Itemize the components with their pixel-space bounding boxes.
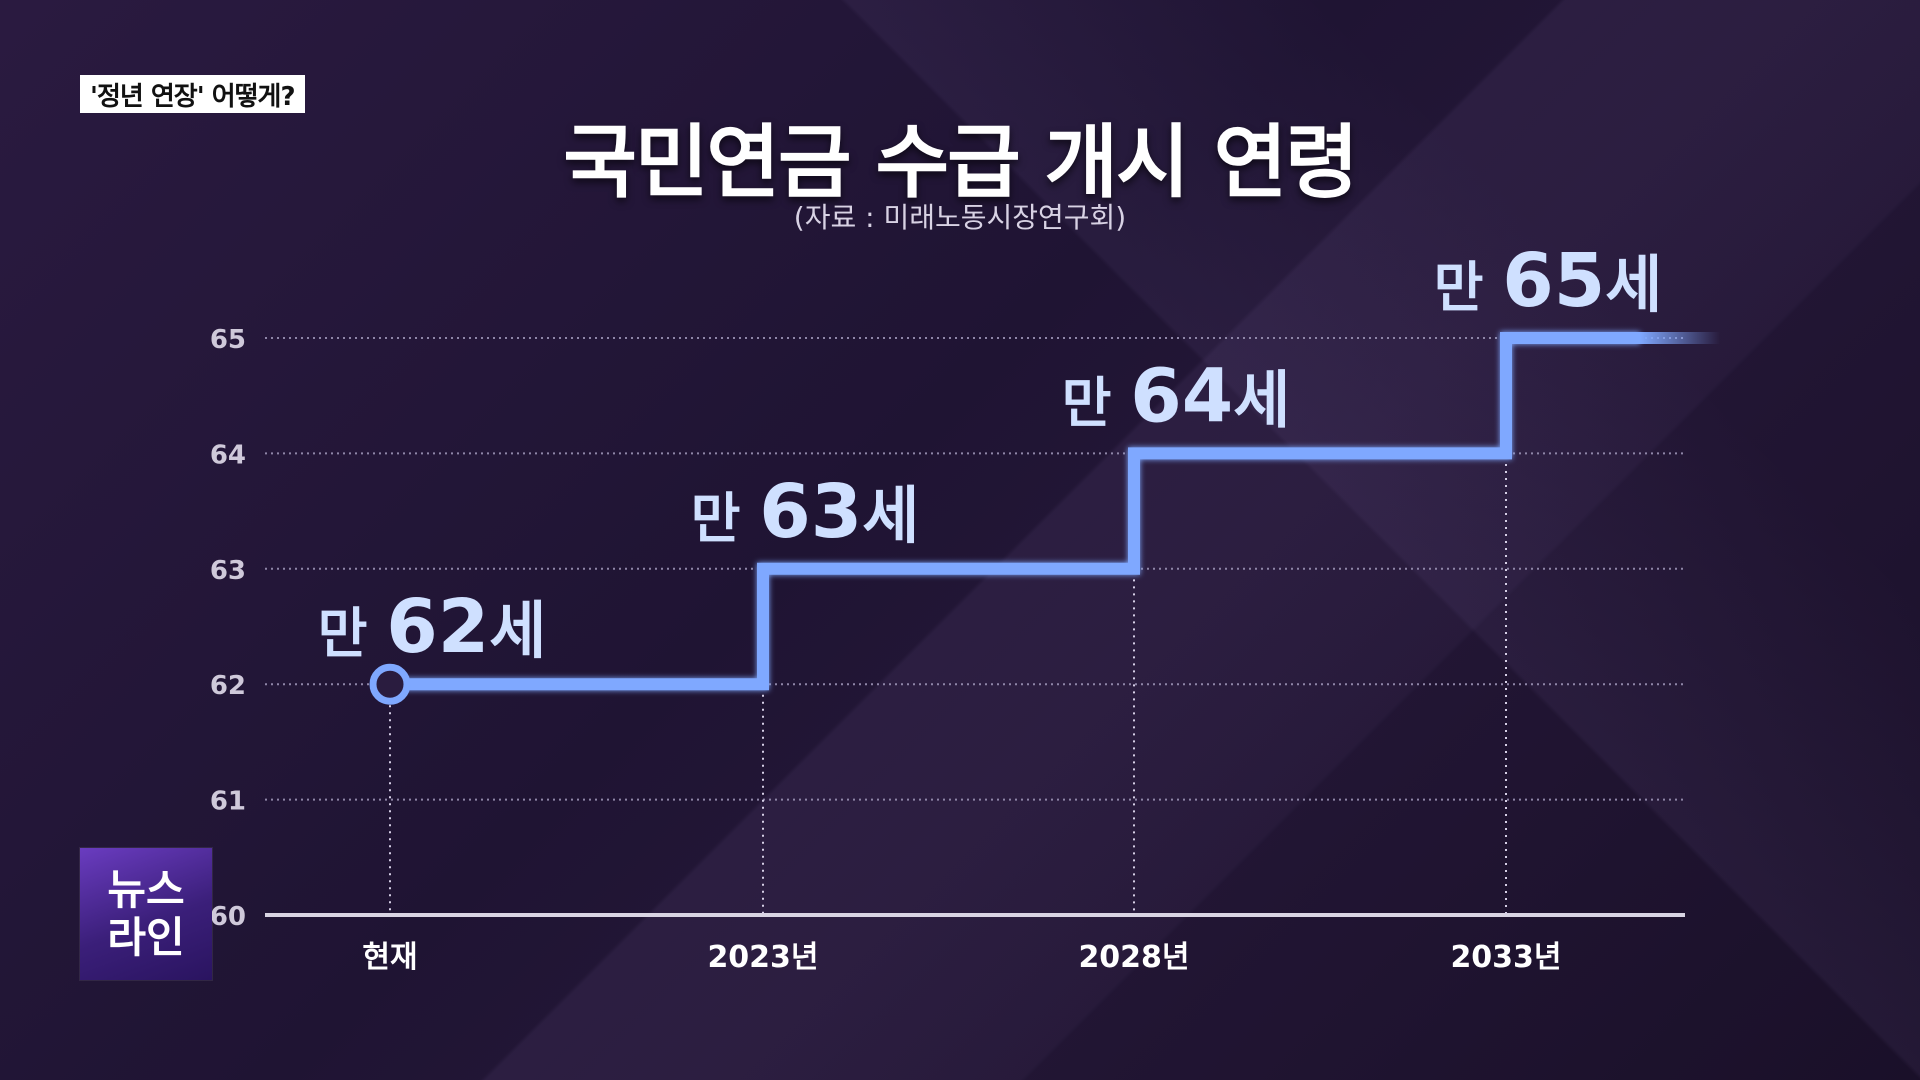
logo-line-1: 뉴스 <box>107 865 185 914</box>
y-tick-label: 62 <box>210 671 246 701</box>
x-tick-label: 2033년 <box>1450 940 1561 975</box>
chart-source: (자료 : 미래노동시장연구회) <box>793 201 1127 234</box>
point-labels: 만 62세 만 63세 만 64세 만 65세 <box>318 238 1663 670</box>
point-label: 만 64세 <box>1062 353 1291 439</box>
point-label: 만 65세 <box>1434 238 1663 324</box>
logo-line-2: 라인 <box>107 913 185 962</box>
y-tick-label: 64 <box>210 440 246 470</box>
category-drop-lines <box>389 338 1507 915</box>
news-line-logo: 뉴스 라인 <box>80 848 212 980</box>
segment-tag: '정년 연장' 어떻게? <box>80 75 305 113</box>
y-tick-label: 61 <box>210 787 246 817</box>
y-tick-label: 65 <box>210 325 246 355</box>
y-tick-label: 60 <box>210 902 246 932</box>
x-tick-label: 2023년 <box>707 940 818 975</box>
point-label: 만 62세 <box>318 584 547 670</box>
point-label: 만 63세 <box>691 469 920 555</box>
x-axis-labels: 현재 2023년 2028년 2033년 <box>362 940 1561 975</box>
step-series <box>369 332 1720 705</box>
y-tick-label: 63 <box>210 556 246 586</box>
y-axis-ticks: 60 61 62 63 64 65 <box>210 325 246 932</box>
x-tick-label: 현재 <box>362 940 417 975</box>
start-point-marker <box>369 663 411 705</box>
series-line-tail <box>1640 332 1720 344</box>
x-tick-label: 2028년 <box>1078 940 1189 975</box>
series-line <box>390 332 1640 691</box>
chart-title: 국민연금 수급 개시 연령 <box>563 116 1359 209</box>
